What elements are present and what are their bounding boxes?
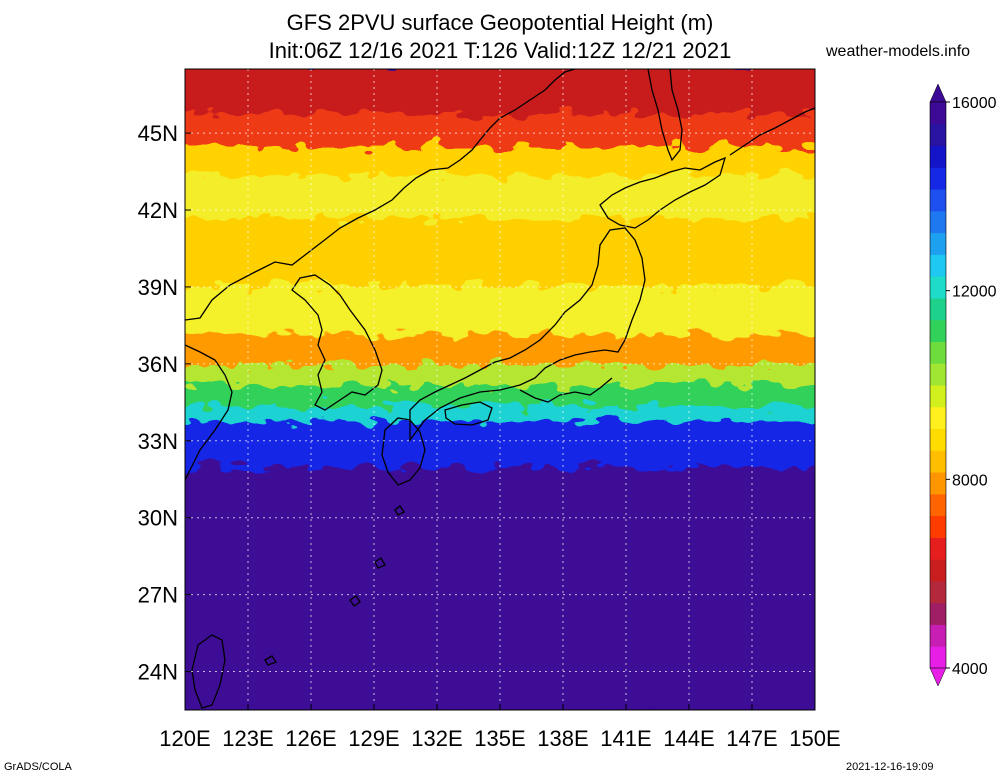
colorbar-swatch xyxy=(930,232,946,255)
colorbar-label: 8000 xyxy=(952,472,988,489)
x-tick-label: 126E xyxy=(285,726,336,751)
x-tick-label: 141E xyxy=(600,726,651,751)
colorbar-label: 4000 xyxy=(952,661,988,678)
colorbar-swatch xyxy=(930,319,946,342)
colorbar-swatch xyxy=(930,210,946,234)
y-tick-label: 33N xyxy=(138,429,178,454)
x-tick-label: 123E xyxy=(222,726,273,751)
y-tick-label: 39N xyxy=(138,275,178,300)
x-tick-label: 144E xyxy=(663,726,714,751)
colorbar-swatch xyxy=(930,537,946,560)
x-tick-label: 147E xyxy=(726,726,777,751)
y-tick-label: 45N xyxy=(138,121,178,146)
chart-title: GFS 2PVU surface Geopotential Height (m) xyxy=(286,10,714,35)
colorbar-swatch xyxy=(930,254,946,277)
x-tick-label: 138E xyxy=(537,726,588,751)
colorbar-swatch xyxy=(930,493,946,517)
field-band xyxy=(185,285,815,343)
colorbar-swatch xyxy=(930,515,946,538)
map-axes: 120E 123E 126E 129E 132E 135E 138E 141E 144E 147E… xyxy=(138,121,841,751)
coastlines xyxy=(185,69,815,709)
colorbar-label: 16000 xyxy=(952,95,997,112)
y-tick-label: 36N xyxy=(138,352,178,377)
colorbar-swatch xyxy=(930,189,946,212)
colorbar-swatch xyxy=(930,297,946,321)
colorbar-min-arrow xyxy=(929,667,947,687)
y-tick-label: 30N xyxy=(138,506,178,531)
colorbar-swatch xyxy=(930,428,946,451)
colorbar-max-arrow xyxy=(929,83,947,103)
colorbar-swatch xyxy=(930,624,946,647)
x-tick-label: 150E xyxy=(789,726,840,751)
map-plot-area xyxy=(185,69,815,710)
colorbar-swatch xyxy=(930,646,946,669)
colorbar-swatch xyxy=(930,406,946,430)
chart-subtitle: Init:06Z 12/16 2021 T:126 Valid:12Z 12/2… xyxy=(268,38,732,63)
colorbar-swatch xyxy=(930,341,946,364)
colorbar-swatch xyxy=(930,385,946,408)
y-tick-label: 24N xyxy=(138,660,178,685)
y-tick-label: 42N xyxy=(138,198,178,223)
colorbar-swatch xyxy=(930,602,946,625)
grid-lines xyxy=(185,69,815,710)
colorbar-swatch xyxy=(930,450,946,473)
colorbar-swatch xyxy=(930,580,946,604)
colorbar-frame xyxy=(929,101,947,669)
colorbar-swatch xyxy=(930,363,946,386)
colorbar-label: 12000 xyxy=(952,284,997,301)
y-tick-label: 27N xyxy=(138,583,178,608)
x-tick-label: 129E xyxy=(348,726,399,751)
x-tick-label: 120E xyxy=(159,726,210,751)
footer-credit: GrADS/COLA xyxy=(4,761,72,773)
colorbar-swatch xyxy=(930,167,946,190)
colorbar-swatch xyxy=(930,559,946,582)
site-label: weather-models.info xyxy=(826,43,971,60)
x-tick-label: 135E xyxy=(474,726,525,751)
x-tick-label: 132E xyxy=(411,726,462,751)
footer-timestamp: 2021-12-16-19:09 xyxy=(846,761,934,773)
colorbar-swatch xyxy=(930,145,946,168)
colorbar-swatch xyxy=(930,472,946,495)
field-band xyxy=(185,467,815,710)
colorbar-swatch xyxy=(930,276,946,299)
colorbar: 16000 12000 8000 4000 xyxy=(929,83,997,687)
colorbar-swatch xyxy=(930,123,946,147)
colorbar-swatch xyxy=(930,102,946,125)
